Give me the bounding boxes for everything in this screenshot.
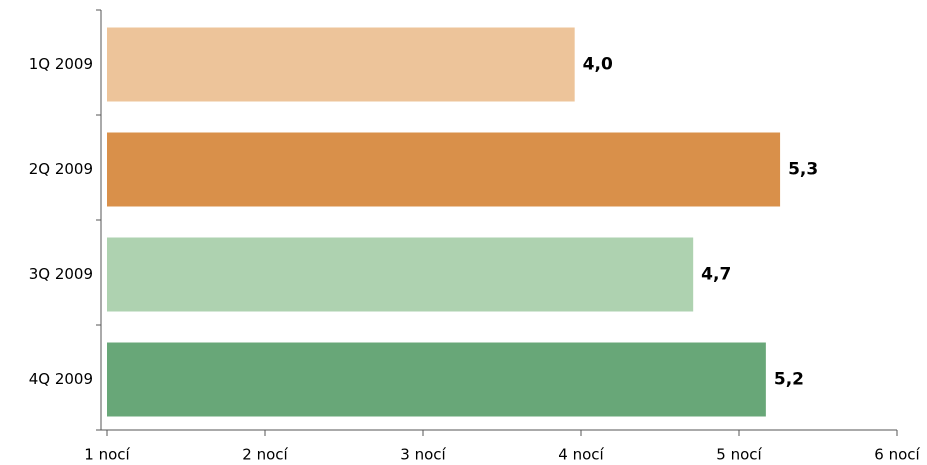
bar (107, 132, 781, 207)
value-label: 5,2 (774, 370, 804, 390)
x-tick-label: 2 nocí (242, 446, 288, 464)
x-tick-label: 5 nocí (716, 446, 762, 464)
x-tick-label: 4 nocí (558, 446, 604, 464)
value-label: 5,3 (788, 160, 818, 180)
y-tick-label: 1Q 2009 (29, 55, 93, 73)
x-tick-label: 1 nocí (84, 446, 130, 464)
bar (107, 342, 766, 417)
y-tick-label: 3Q 2009 (29, 265, 93, 283)
y-tick-label: 2Q 2009 (29, 160, 93, 178)
value-label: 4,7 (701, 265, 731, 285)
value-label: 4,0 (583, 55, 613, 75)
x-tick-label: 3 nocí (400, 446, 446, 464)
bar (107, 27, 575, 102)
x-tick-label: 6 nocí (874, 446, 920, 464)
y-tick-label: 4Q 2009 (29, 370, 93, 388)
bar (107, 237, 694, 312)
